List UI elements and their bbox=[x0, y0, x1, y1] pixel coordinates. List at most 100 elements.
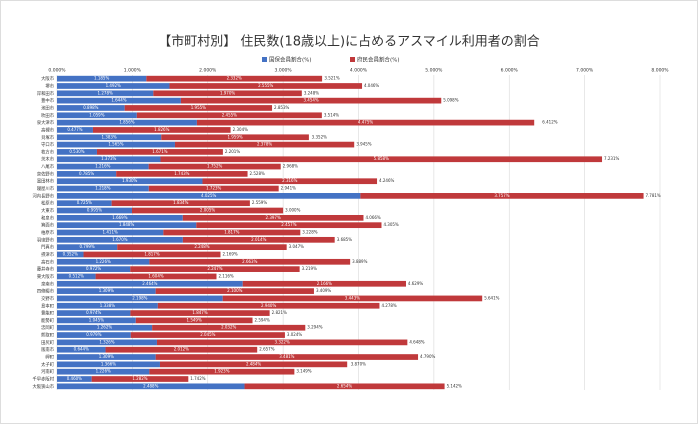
value-label: 2.198% bbox=[132, 295, 147, 300]
bar-segment bbox=[163, 229, 301, 236]
value-label: 1.743% bbox=[174, 171, 189, 176]
total-label: 4.790% bbox=[420, 354, 435, 359]
value-label: 1.226% bbox=[96, 369, 111, 374]
bar-segment bbox=[57, 383, 245, 390]
bar-segment bbox=[83, 251, 221, 258]
y-tick-label: 和泉市 bbox=[41, 214, 55, 221]
value-label: 1.185% bbox=[94, 76, 109, 81]
value-label: 2.045% bbox=[200, 332, 215, 337]
total-label: 2.821% bbox=[272, 310, 287, 315]
value-label: 1.278% bbox=[98, 90, 113, 95]
bar-segment bbox=[157, 302, 380, 309]
bar-segment bbox=[174, 141, 355, 148]
value-label: 1.834% bbox=[173, 200, 188, 205]
x-tick-label: 1.000% bbox=[124, 68, 142, 74]
bar-segment bbox=[149, 368, 295, 375]
value-label: 0.460% bbox=[67, 376, 82, 381]
bar-segment bbox=[57, 258, 150, 265]
total-label: 3.352% bbox=[312, 134, 327, 139]
bar-segment bbox=[130, 332, 285, 338]
value-label: 1.848% bbox=[119, 222, 134, 227]
bar-segment bbox=[153, 90, 302, 97]
bar-segment bbox=[155, 354, 419, 360]
bar-segment bbox=[57, 251, 84, 258]
value-label: 1.309% bbox=[99, 354, 114, 359]
x-tick-label: 8.000% bbox=[651, 68, 669, 74]
bar-segment bbox=[136, 112, 322, 119]
total-label: 2.594% bbox=[255, 317, 270, 322]
value-label: 0.512% bbox=[69, 273, 84, 278]
value-label: 1.326% bbox=[99, 339, 114, 344]
value-label: 0.974% bbox=[86, 310, 101, 315]
bar-segment bbox=[111, 200, 250, 207]
y-tick-label: 泉佐野市 bbox=[37, 170, 55, 177]
y-tick-label: 柏原市 bbox=[41, 229, 55, 236]
value-label: 3.454% bbox=[303, 98, 318, 103]
bar-segment bbox=[155, 288, 314, 294]
value-label: 1.723% bbox=[206, 186, 221, 191]
bar-segment bbox=[159, 361, 348, 368]
bar-segment bbox=[57, 346, 106, 353]
total-label: 3.945% bbox=[356, 142, 371, 147]
total-label: 5.641% bbox=[484, 295, 499, 300]
bar-segment bbox=[57, 310, 131, 316]
bar-segment bbox=[196, 119, 535, 126]
total-label: 3.000% bbox=[285, 208, 300, 213]
value-label: 2.455% bbox=[222, 112, 237, 117]
bar-segment bbox=[161, 134, 309, 141]
y-tick-label: 守口市 bbox=[41, 141, 55, 148]
value-label: 2.488% bbox=[143, 383, 158, 388]
y-tick-label: 大阪市 bbox=[41, 75, 55, 82]
y-tick-label: 泉大津市 bbox=[37, 119, 55, 126]
value-label: 1.955% bbox=[191, 105, 206, 110]
y-tick-label: 河南町 bbox=[41, 368, 55, 375]
value-label: 1.282% bbox=[132, 376, 147, 381]
total-label: 4.246% bbox=[379, 178, 394, 183]
total-label: 5.142% bbox=[447, 383, 462, 388]
value-label: 2.032% bbox=[221, 325, 236, 330]
value-label: 5.858% bbox=[374, 156, 389, 161]
bar-segment bbox=[156, 339, 408, 346]
y-tick-label: 高石市 bbox=[41, 258, 55, 265]
bar-segment bbox=[57, 368, 150, 375]
value-label: 1.923% bbox=[214, 369, 229, 374]
value-label: 1.670% bbox=[112, 237, 127, 242]
total-label: 3.228% bbox=[302, 230, 317, 235]
total-label: 3.047% bbox=[289, 244, 304, 249]
bar-segment bbox=[57, 134, 162, 141]
value-label: 0.530% bbox=[69, 149, 84, 154]
bar-segment bbox=[131, 207, 284, 214]
bar-segment bbox=[169, 83, 363, 89]
bar-segment bbox=[57, 332, 131, 338]
value-label: 1.309% bbox=[99, 288, 114, 293]
value-label: 1.826% bbox=[154, 127, 169, 132]
value-label: 3.757% bbox=[494, 193, 509, 198]
bar-segment bbox=[57, 288, 156, 294]
value-label: 0.799% bbox=[79, 244, 94, 249]
bar-segment bbox=[105, 346, 258, 353]
total-label: 2.169% bbox=[222, 251, 237, 256]
value-label: 2.457% bbox=[281, 222, 296, 227]
value-label: 1.604% bbox=[148, 273, 163, 278]
value-label: 2.332% bbox=[227, 76, 242, 81]
total-label: 3.521% bbox=[324, 76, 339, 81]
value-label: 1.411% bbox=[103, 230, 118, 235]
bar-segment bbox=[57, 141, 175, 148]
value-label: 1.262% bbox=[97, 325, 112, 330]
total-label: 2.853% bbox=[274, 105, 289, 110]
bar-segment bbox=[57, 156, 161, 163]
value-label: 1.492% bbox=[106, 83, 121, 88]
bar-segment bbox=[360, 193, 644, 199]
bar-segment bbox=[57, 214, 183, 221]
y-tick-label: 摂津市 bbox=[41, 251, 55, 258]
total-label: 2.968% bbox=[283, 164, 298, 169]
bar-segment bbox=[57, 97, 181, 104]
total-label: 4.648% bbox=[409, 339, 424, 344]
bar-segment bbox=[57, 273, 96, 280]
total-label: 7.231% bbox=[604, 156, 619, 161]
value-label: 2.663% bbox=[242, 259, 257, 264]
x-tick-label: 2.000% bbox=[199, 68, 217, 74]
value-label: 1.383% bbox=[101, 134, 116, 139]
total-label: 4.629% bbox=[408, 281, 423, 286]
legend-label: 国保会員割合(%) bbox=[269, 56, 312, 64]
